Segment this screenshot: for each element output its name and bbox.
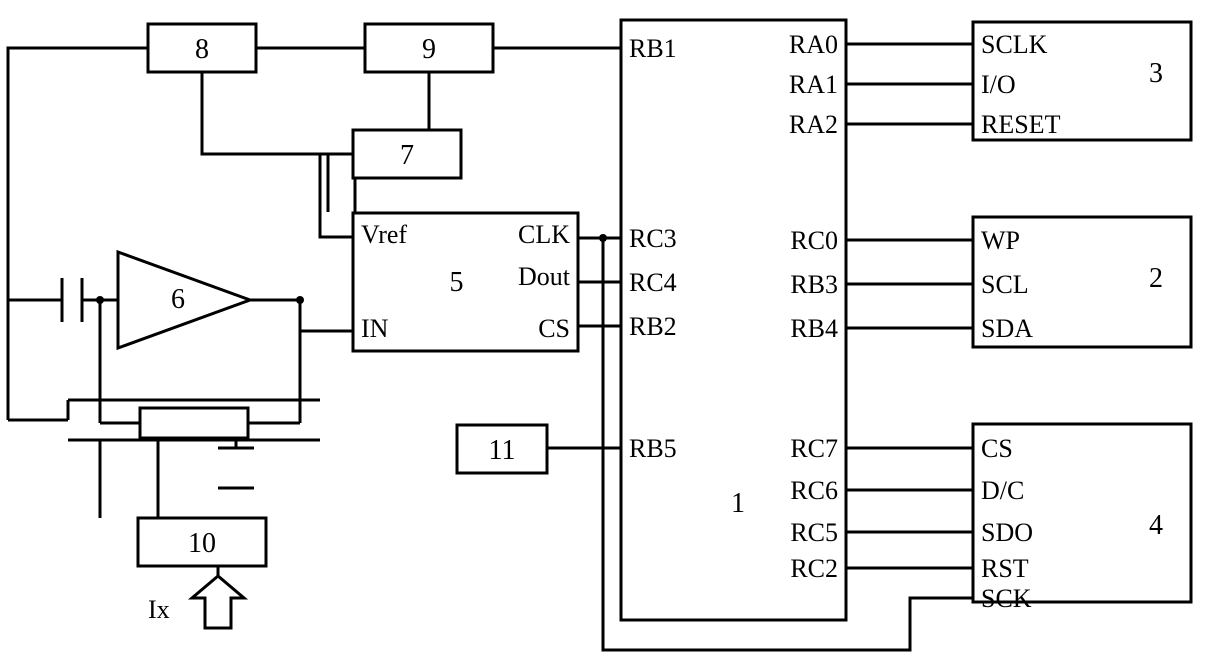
b2-id: 2 (1149, 263, 1163, 294)
b5-id: 5 (450, 267, 464, 298)
mcu-pin-RC3: RC3 (629, 224, 677, 253)
b4-pin-D/C: D/C (981, 476, 1024, 505)
resistor (140, 408, 248, 438)
wire-8-leftrail (8, 48, 148, 420)
mcu-pin-RC4: RC4 (629, 268, 677, 297)
b7-id: 7 (400, 140, 414, 171)
b2-pin-SDA: SDA (981, 314, 1033, 343)
b5-pin-vref: Vref (361, 220, 407, 249)
b3-pin-RESET: RESET (981, 110, 1061, 139)
b8-id: 8 (195, 34, 209, 65)
mcu-pin-RB4: RB4 (790, 314, 838, 343)
b4-pin-CS: CS (981, 434, 1013, 463)
mcu-pin-RA2: RA2 (789, 110, 838, 139)
b2-pin-WP: WP (981, 226, 1020, 255)
b11-id: 11 (489, 435, 516, 466)
b3-pin-I/O: I/O (981, 70, 1016, 99)
ix-label: Ix (148, 595, 170, 624)
mcu-pin-RB1: RB1 (629, 34, 677, 63)
mcu-pin-RA0: RA0 (789, 30, 838, 59)
mcu-pin-RC0: RC0 (790, 226, 838, 255)
mcu-pin-RA1: RA1 (789, 70, 838, 99)
mcu-pin-RC7: RC7 (790, 434, 838, 463)
mcu-pin-RB2: RB2 (629, 312, 677, 341)
b5-pin-in: IN (361, 314, 389, 343)
b4-pin-RST: RST (981, 554, 1029, 583)
b4-id: 4 (1149, 510, 1163, 541)
mcu-pin-RC5: RC5 (790, 518, 838, 547)
b4-pin-SDO: SDO (981, 518, 1033, 547)
b10-id: 10 (188, 528, 216, 559)
mcu-pin-RC6: RC6 (790, 476, 838, 505)
b2-pin-SCL: SCL (981, 270, 1029, 299)
mcu-id: 1 (731, 488, 745, 519)
mcu-pin-RC2: RC2 (790, 554, 838, 583)
mcu-pin-RB3: RB3 (790, 270, 838, 299)
b3-id: 3 (1149, 58, 1163, 89)
wire-8-7 (202, 72, 353, 154)
b5-pin-cs: CS (538, 314, 570, 343)
junction (296, 296, 304, 304)
b5-pin-clk: CLK (518, 220, 570, 249)
wire-vref-hook (320, 154, 353, 237)
amp6-id: 6 (171, 284, 185, 315)
b9-id: 9 (422, 34, 436, 65)
ix-arrow (192, 576, 244, 628)
b5-pin-dout: Dout (518, 262, 571, 291)
b4-pin-SCK: SCK (981, 584, 1032, 613)
b3-pin-SCLK: SCLK (981, 30, 1048, 59)
mcu-pin-RB5: RB5 (629, 434, 677, 463)
